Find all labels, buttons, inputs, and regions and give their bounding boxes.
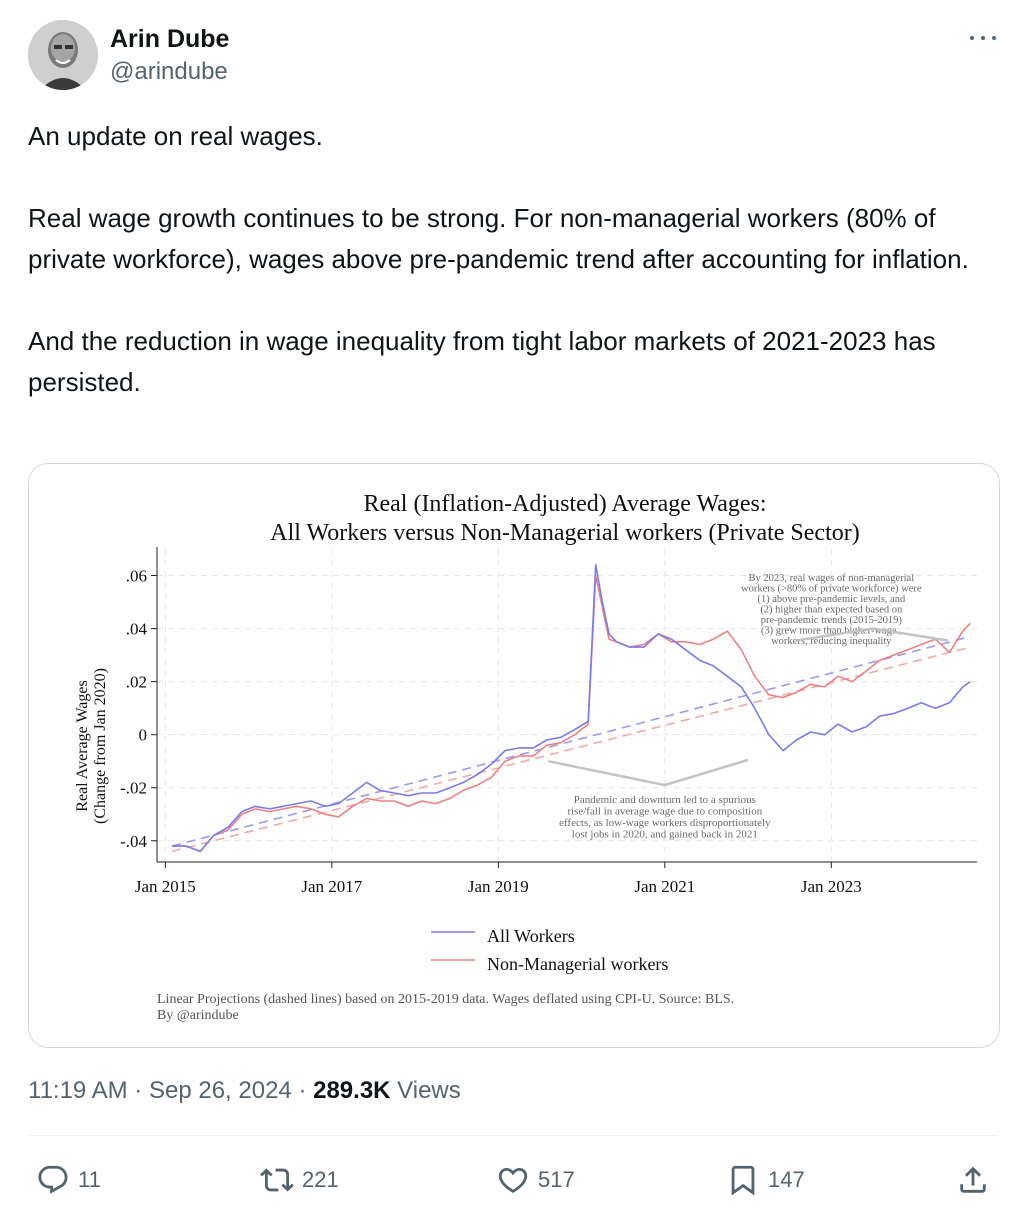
bookmark-button[interactable]: 147	[726, 1160, 805, 1200]
annotation-bottom-line: rise/fall in average wage due to composi…	[567, 806, 762, 818]
annotation-bottom-bracket	[548, 758, 749, 787]
tweet-header: Arin Dube @arindube	[28, 20, 998, 92]
tweet-paragraph: An update on real wages.	[28, 121, 323, 151]
avatar[interactable]	[28, 20, 98, 90]
chart-annotations: By 2023, real wages of non-managerialwor…	[548, 573, 949, 841]
tweet-meta: 11:19 AM · Sep 26, 2024 · 289.3K Views	[28, 1074, 461, 1108]
tweet-paragraph: Real wage growth continues to be strong.…	[28, 203, 969, 274]
annotation-top-line: workers, reducing inequality	[771, 636, 892, 647]
annotation-top-line: (1) above pre-pandemic levels, and	[757, 594, 906, 605]
legend-label-all-workers: All Workers	[487, 926, 575, 946]
x-tick-label: Jan 2019	[468, 877, 529, 896]
chart-title: Real (Inflation-Adjusted) Average Wages:	[363, 491, 766, 517]
projection-line-all-workers	[171, 635, 971, 847]
views-label: Views	[397, 1077, 461, 1104]
bookmark-count: 147	[768, 1167, 805, 1192]
projection-line-non-managerial-workers	[171, 646, 971, 853]
y-axis-label-line2: (Change from Jan 2020)	[92, 668, 109, 824]
chart-series	[172, 564, 971, 853]
annotation-top-line: By 2023, real wages of non-managerial	[749, 573, 915, 584]
annotation-bottom-line: lost jobs in 2020, and gained back in 20…	[572, 829, 758, 841]
views-count: 289.3K	[313, 1077, 391, 1104]
chart-note-author: By @arindube	[157, 1008, 239, 1023]
annotation-top-line: (2) higher than expected based on	[760, 604, 903, 615]
y-axis-label-line1: Real Average Wages	[74, 680, 91, 811]
y-tick-label: 0	[139, 726, 148, 745]
like-count: 517	[538, 1167, 575, 1192]
repost-button[interactable]: 221	[260, 1160, 339, 1200]
chart-axes: .06 .04 .02 0 -.02 -.04 Jan 2015 Jan 2017 Jan 20…	[120, 547, 977, 896]
x-tick-label: Jan 2015	[135, 877, 196, 896]
chart-projections	[171, 635, 971, 853]
share-button[interactable]	[956, 1160, 990, 1200]
chart-note-source: Linear Projections (dashed lines) based …	[157, 992, 734, 1007]
reply-button[interactable]: 11	[36, 1160, 101, 1200]
repost-icon	[260, 1168, 294, 1192]
tweet-time[interactable]: 11:19 AM	[28, 1077, 128, 1104]
divider	[28, 1135, 998, 1136]
tweet-media-chart[interactable]: Real (Inflation-Adjusted) Average Wages:…	[28, 463, 1000, 1048]
chart-legend: All Workers Non-Managerial workers	[431, 926, 668, 974]
y-axis-label: Real Average Wages (Change from Jan 2020…	[74, 668, 109, 824]
meta-separator: ·	[298, 1077, 314, 1104]
x-tick-label: Jan 2023	[801, 877, 862, 896]
tweet-paragraph: And the reduction in wage inequality fro…	[28, 326, 936, 397]
y-tick-label: .04	[126, 620, 148, 639]
annotation-bottom-line: Pandemic and downturn led to a spurious	[574, 794, 756, 806]
wage-chart: Real (Inflation-Adjusted) Average Wages:…	[74, 491, 977, 1023]
y-tick-label: .02	[126, 673, 147, 692]
y-tick-label: -.04	[120, 832, 147, 851]
y-tick-label: .06	[126, 567, 147, 586]
reply-icon	[38, 1165, 68, 1194]
annotation-bottom-line: effects, as low-wage workers disproporti…	[559, 817, 771, 829]
more-horizontal-icon[interactable]	[968, 26, 998, 50]
tweet-date[interactable]: Sep 26, 2024	[148, 1077, 292, 1104]
x-tick-label: Jan 2021	[634, 877, 695, 896]
annotation-top-bracket	[796, 627, 949, 642]
repost-count: 221	[302, 1167, 339, 1192]
y-tick-label: -.02	[120, 779, 147, 798]
annotation-top-line: (3) grew more than higher-wage ,	[761, 625, 902, 636]
bookmark-icon	[731, 1165, 755, 1196]
reply-count: 11	[78, 1167, 101, 1192]
annotation-top-line: workers (>80% of private workforce) were	[741, 583, 922, 594]
like-button[interactable]: 517	[496, 1160, 575, 1200]
meta-separator: ·	[134, 1077, 149, 1104]
series-line-all-workers	[172, 564, 971, 853]
x-tick-label: Jan 2017	[301, 877, 362, 896]
heart-icon	[498, 1167, 528, 1193]
annotation-top-line: pre-pandemic trends (2015-2019)	[761, 615, 903, 626]
legend-label-non-managerial: Non-Managerial workers	[487, 954, 668, 974]
tweet-text: An update on real wages. Real wage growt…	[28, 116, 988, 403]
action-bar: 11 221 517 147	[28, 1150, 998, 1210]
author-handle[interactable]: @arindube	[110, 58, 228, 85]
series-line-non-managerial-workers	[172, 574, 971, 853]
chart-subtitle: All Workers versus Non-Managerial worker…	[270, 520, 859, 546]
author-display-name[interactable]: Arin Dube	[110, 25, 230, 53]
avatar-image	[28, 20, 98, 90]
share-icon	[960, 1166, 986, 1193]
